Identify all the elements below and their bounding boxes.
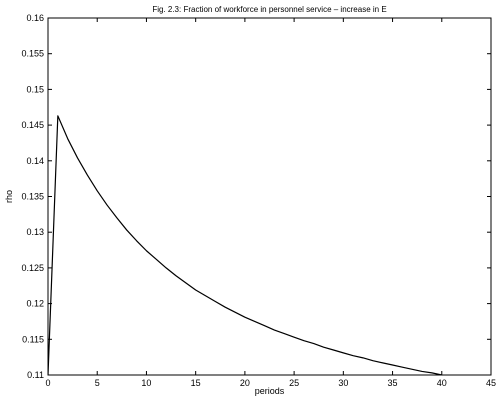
x-tick-label: 45 [486,378,496,388]
series-line-0 [48,115,446,375]
y-tick-label: 0.14 [26,156,44,166]
y-tick-label: 0.16 [26,13,44,23]
y-axis-label: rho [4,190,14,203]
plot-area-frame [47,17,492,376]
x-tick-label: 15 [191,378,201,388]
y-tick-label: 0.125 [21,263,44,273]
y-tick-label: 0.145 [21,120,44,130]
x-tick-label: 25 [289,378,299,388]
x-tick-label: 5 [95,378,100,388]
x-tick-label: 0 [45,378,50,388]
chart-title: Fig. 2.3: Fraction of workforce in perso… [152,5,386,14]
y-tick-label: 0.13 [26,227,44,237]
y-tick-label: 0.12 [26,299,44,309]
x-tick-label: 10 [141,378,151,388]
x-tick-label: 35 [388,378,398,388]
x-tick-label: 30 [338,378,348,388]
y-tick-label: 0.115 [22,334,44,344]
y-tick-label: 0.15 [26,84,44,94]
y-tick-label: 0.11 [27,370,44,380]
y-tick-label: 0.135 [21,192,44,202]
x-tick-label: 20 [240,378,250,388]
y-tick-label: 0.155 [21,49,44,59]
x-axis-label: periods [255,386,285,396]
x-tick-label: 40 [437,378,447,388]
